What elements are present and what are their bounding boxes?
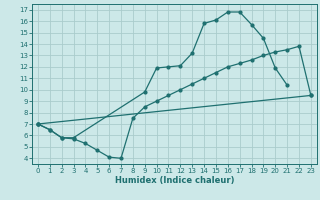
X-axis label: Humidex (Indice chaleur): Humidex (Indice chaleur) — [115, 176, 234, 185]
